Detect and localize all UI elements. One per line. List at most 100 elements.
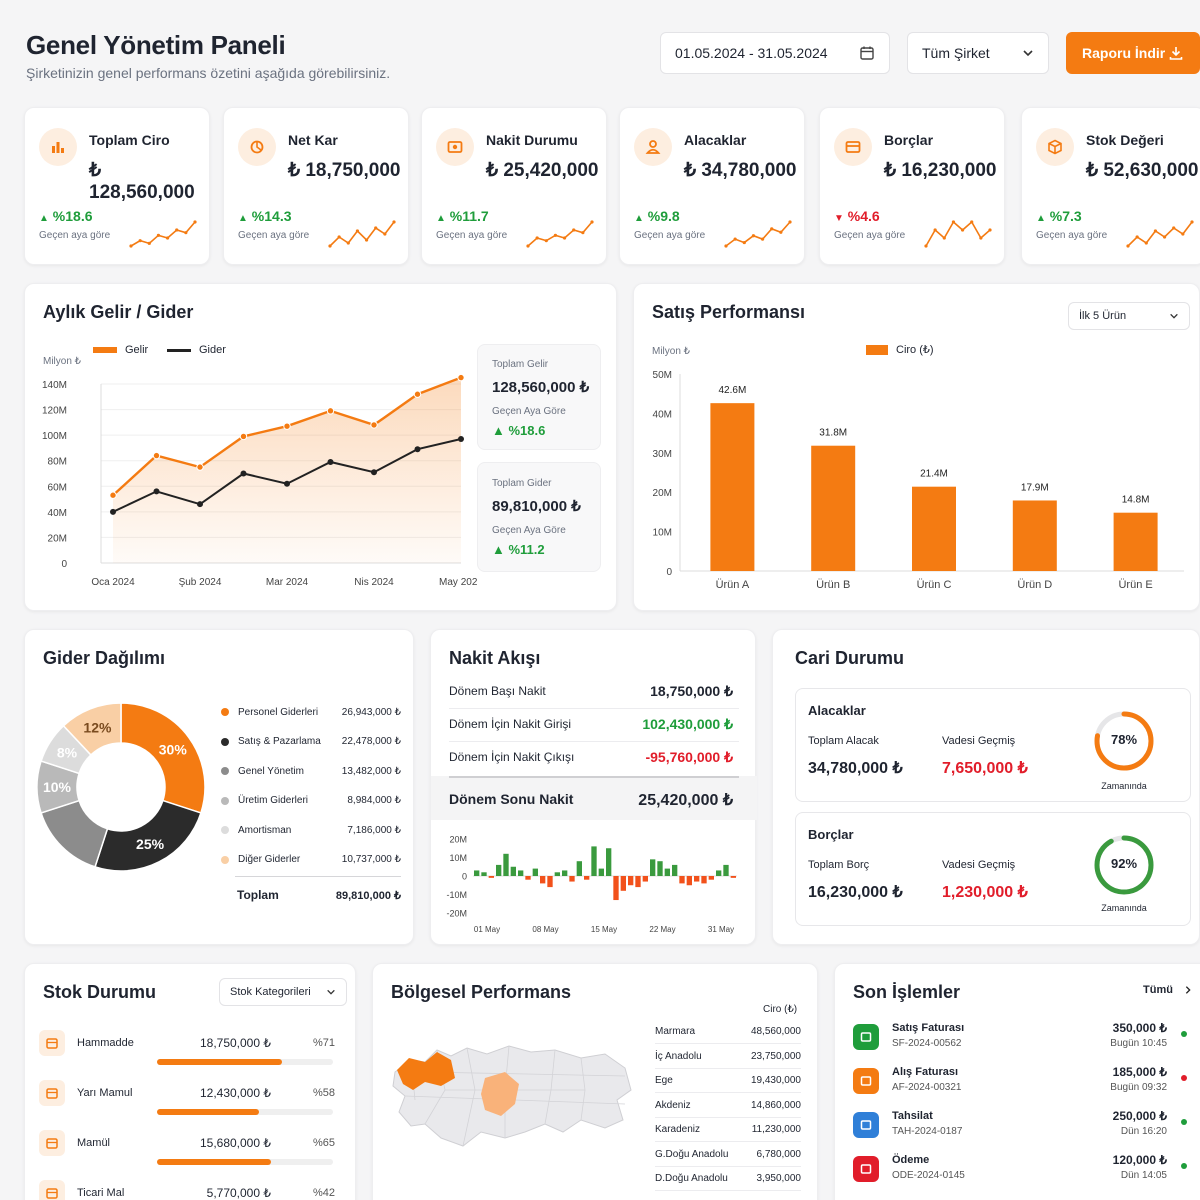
total-expense-label: Toplam Gider bbox=[492, 478, 552, 489]
y-tick-label: 40M bbox=[653, 409, 672, 420]
stock-label: Ticari Mal bbox=[77, 1187, 125, 1199]
date-range-picker[interactable]: 01.05.2024 - 31.05.2024 bbox=[660, 32, 890, 74]
cash-bar bbox=[481, 872, 487, 876]
cash-bar bbox=[576, 861, 582, 876]
kpi-sparkline bbox=[924, 220, 992, 248]
income-expense-card: Aylık Gelir / Gider Milyon ₺ Gelir Gider… bbox=[24, 283, 617, 611]
sparkline-point bbox=[355, 229, 360, 233]
regional-col-header: Ciro (₺) bbox=[763, 1004, 798, 1015]
x-tick-label: Ürün C bbox=[917, 579, 952, 591]
expense-point bbox=[240, 470, 247, 477]
x-tick-label: Ürün B bbox=[816, 579, 850, 591]
region-name: G.Doğu Anadolu bbox=[655, 1148, 729, 1160]
y-tick-label: 20M bbox=[48, 533, 67, 544]
kpi-card[interactable]: Borçlar ₺ 16,230,000 ▼ %4.6 Geçen aya göre bbox=[819, 107, 1005, 265]
kpi-sub: Geçen aya göre bbox=[39, 230, 111, 241]
cash-bar bbox=[525, 876, 531, 880]
row-divider bbox=[449, 741, 739, 742]
expense-legend-item: Üretim Giderleri 8,984,000 ₺ bbox=[221, 793, 401, 809]
tx-code: TAH-2024-0187 bbox=[892, 1126, 963, 1137]
kpi-card[interactable]: Stok Değeri ₺ 52,630,000 ▲ %7.3 Geçen aya g… bbox=[1021, 107, 1200, 265]
cash-bar bbox=[730, 876, 736, 878]
payables-progress-ring bbox=[1094, 835, 1154, 895]
x-tick-label: 01 May bbox=[474, 925, 500, 934]
cash-bar bbox=[503, 853, 509, 876]
y-tick-label: 140M bbox=[42, 380, 67, 391]
cash-row-label: Dönem Başı Nakit bbox=[449, 684, 546, 698]
row-divider bbox=[655, 1067, 801, 1069]
legend-label: Diğer Giderler bbox=[238, 854, 301, 865]
layers-icon bbox=[39, 1080, 65, 1106]
region-value: 23,750,000 bbox=[750, 1050, 801, 1062]
y-tick-label: 120M bbox=[42, 406, 67, 417]
kpi-delta: ▲ %14.3 bbox=[238, 208, 292, 224]
stock-label: Yarı Mamul bbox=[77, 1087, 133, 1099]
legend-label: Üretim Giderleri bbox=[238, 795, 309, 806]
download-report-button[interactable]: Raporu İndir bbox=[1066, 32, 1200, 74]
region-name: Marmara bbox=[655, 1026, 696, 1037]
status-dot bbox=[1181, 1119, 1187, 1125]
expense-legend-item: Satış & Pazarlama 22,478,000 ₺ bbox=[221, 734, 401, 750]
payables-pct-label: Zamanında bbox=[1101, 903, 1147, 913]
company-select-value: Tüm Şirket bbox=[922, 45, 990, 61]
income-delta: ▲ %18.6 bbox=[492, 423, 546, 438]
tx-amount: 185,000 ₺ bbox=[1112, 1065, 1167, 1079]
cash-bar bbox=[569, 876, 575, 882]
expense-total-value: 89,810,000 ₺ bbox=[335, 890, 401, 902]
receivables-overdue-value: 7,650,000 ₺ bbox=[942, 760, 1028, 777]
kpi-card[interactable]: Alacaklar ₺ 34,780,000 ▲ %9.8 Geçen aya gör… bbox=[619, 107, 805, 265]
income-point bbox=[109, 491, 117, 499]
sparkline-point bbox=[751, 234, 756, 238]
receivables-progress-ring bbox=[1094, 711, 1154, 771]
y-tick-label: 40M bbox=[48, 508, 67, 519]
tx-title: Satış Faturası bbox=[892, 1022, 965, 1034]
expense-legend-item: Amortisman 7,186,000 ₺ bbox=[221, 822, 401, 838]
region-name: İç Anadolu bbox=[655, 1050, 702, 1062]
sparkline-point bbox=[1126, 244, 1130, 248]
cash-bar bbox=[664, 868, 670, 876]
kpi-value: ₺ 52,630,000 bbox=[1086, 160, 1199, 181]
sales-bar bbox=[912, 486, 956, 571]
kpi-card[interactable]: Nakit Durumu ₺ 25,420,000 ▲ %11.7 Geçen aya… bbox=[421, 107, 607, 265]
stock-filter-select[interactable]: Stok Kategorileri bbox=[219, 978, 347, 1006]
legend-label: Amortisman bbox=[238, 824, 292, 836]
sparkline-point bbox=[562, 236, 567, 240]
company-select[interactable]: Tüm Şirket bbox=[907, 32, 1049, 74]
sparkline-point bbox=[590, 220, 594, 224]
chevron-down-icon bbox=[327, 989, 335, 995]
bar-value-label: 42.6M bbox=[719, 385, 747, 396]
cash-bar bbox=[620, 876, 626, 891]
sparkline-point bbox=[733, 237, 737, 241]
sparkline-path bbox=[925, 220, 991, 247]
sparkline-point bbox=[581, 231, 585, 235]
receivables-overdue-label: Vadesi Geçmiş bbox=[942, 735, 1016, 747]
cash-row-value: 102,430,000 ₺ bbox=[642, 716, 733, 732]
kpi-card[interactable]: Net Kar ₺ 18,750,000 ▲ %14.3 Geçen aya göre bbox=[223, 107, 409, 265]
total-expense-value: 89,810,000 ₺ bbox=[492, 498, 581, 515]
kpi-card[interactable]: Toplam Ciro ₺ 128,560,000 ▲ %18.6 Geçen aya… bbox=[24, 107, 210, 265]
expense-legend-item: Personel Giderleri 26,943,000 ₺ bbox=[221, 704, 401, 720]
cash-row-value: 18,750,000 ₺ bbox=[650, 683, 733, 699]
kpi-sparkline bbox=[328, 220, 396, 248]
view-all-link[interactable]: Tümü bbox=[1143, 984, 1193, 996]
download-report-label: Raporu İndir bbox=[1082, 45, 1166, 61]
region-value: 48,560,000 bbox=[750, 1026, 801, 1037]
bar-value-label: 17.9M bbox=[1021, 482, 1049, 493]
cash-bar bbox=[650, 859, 656, 876]
kpi-label: Alacaklar bbox=[684, 132, 747, 148]
regional-card: Bölgesel Performans Ciro (₺) Marmara 48,5… bbox=[372, 963, 818, 1200]
payables-title: Borçlar bbox=[808, 827, 854, 842]
x-tick-label: Ürün D bbox=[1017, 579, 1052, 591]
payables-overdue-value: 1,230,000 ₺ bbox=[942, 884, 1028, 901]
cash-bar bbox=[532, 868, 538, 876]
sales-filter-select[interactable]: İlk 5 Ürün bbox=[1068, 302, 1190, 330]
arrow-up-icon: ▲ bbox=[1036, 213, 1046, 224]
legend-dot bbox=[221, 796, 229, 805]
legend-label: Personel Giderleri bbox=[238, 706, 319, 718]
page-subtitle: Şirketinizin genel performans özetini aş… bbox=[26, 65, 391, 81]
expense-total-label: Toplam bbox=[237, 888, 279, 902]
kpi-label: Net Kar bbox=[288, 132, 338, 148]
cash-end-label: Dönem Sonu Nakit bbox=[449, 791, 574, 807]
sparkline-point bbox=[346, 241, 350, 245]
region-value: 19,430,000 bbox=[750, 1075, 801, 1086]
